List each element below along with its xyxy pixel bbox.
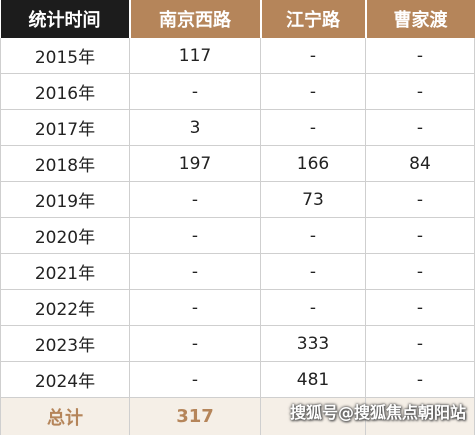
- value-cell: 3: [130, 110, 261, 146]
- value-cell: 333: [261, 326, 366, 362]
- value-cell: -: [130, 362, 261, 398]
- header-nanjing-west-road: 南京西路: [130, 0, 261, 38]
- table-row: 2024年 - 481 -: [1, 362, 475, 398]
- header-row: 统计时间 南京西路 江宁路 曹家渡: [1, 0, 475, 38]
- header-jiangning-road: 江宁路: [261, 0, 366, 38]
- value-cell: -: [366, 290, 475, 326]
- year-cell: 2019年: [1, 182, 130, 218]
- value-cell: 481: [261, 362, 366, 398]
- value-cell: -: [261, 110, 366, 146]
- value-cell: 84: [366, 146, 475, 182]
- value-cell: -: [366, 38, 475, 74]
- table-row: 2021年 - - -: [1, 254, 475, 290]
- year-cell: 2015年: [1, 38, 130, 74]
- value-cell: -: [366, 182, 475, 218]
- total-label: 总计: [1, 398, 130, 435]
- value-cell: -: [366, 326, 475, 362]
- value-cell: -: [261, 254, 366, 290]
- value-cell: -: [261, 38, 366, 74]
- year-cell: 2017年: [1, 110, 130, 146]
- total-value: 317: [130, 398, 261, 435]
- table-row: 2016年 - - -: [1, 74, 475, 110]
- value-cell: -: [130, 254, 261, 290]
- value-cell: -: [261, 290, 366, 326]
- value-cell: -: [366, 254, 475, 290]
- year-cell: 2021年: [1, 254, 130, 290]
- value-cell: -: [366, 362, 475, 398]
- value-cell: -: [130, 218, 261, 254]
- table-row: 2019年 - 73 -: [1, 182, 475, 218]
- value-cell: 166: [261, 146, 366, 182]
- header-caojiadu: 曹家渡: [366, 0, 475, 38]
- value-cell: 197: [130, 146, 261, 182]
- table-row: 2020年 - - -: [1, 218, 475, 254]
- table-row: 2015年 117 - -: [1, 38, 475, 74]
- value-cell: -: [130, 74, 261, 110]
- year-cell: 2023年: [1, 326, 130, 362]
- year-cell: 2020年: [1, 218, 130, 254]
- value-cell: -: [261, 74, 366, 110]
- table-row: 2018年 197 166 84: [1, 146, 475, 182]
- year-cell: 2024年: [1, 362, 130, 398]
- year-cell: 2022年: [1, 290, 130, 326]
- value-cell: -: [366, 218, 475, 254]
- year-cell: 2018年: [1, 146, 130, 182]
- value-cell: -: [366, 74, 475, 110]
- table-row: 2017年 3 - -: [1, 110, 475, 146]
- value-cell: -: [261, 218, 366, 254]
- table-row: 2023年 - 333 -: [1, 326, 475, 362]
- header-period: 统计时间: [1, 0, 130, 38]
- value-cell: 117: [130, 38, 261, 74]
- value-cell: -: [130, 290, 261, 326]
- table-row: 2022年 - - -: [1, 290, 475, 326]
- value-cell: -: [130, 326, 261, 362]
- value-cell: 73: [261, 182, 366, 218]
- year-cell: 2016年: [1, 74, 130, 110]
- value-cell: -: [366, 110, 475, 146]
- watermark: 搜狐号@搜狐焦点朝阳站: [290, 399, 466, 423]
- value-cell: -: [130, 182, 261, 218]
